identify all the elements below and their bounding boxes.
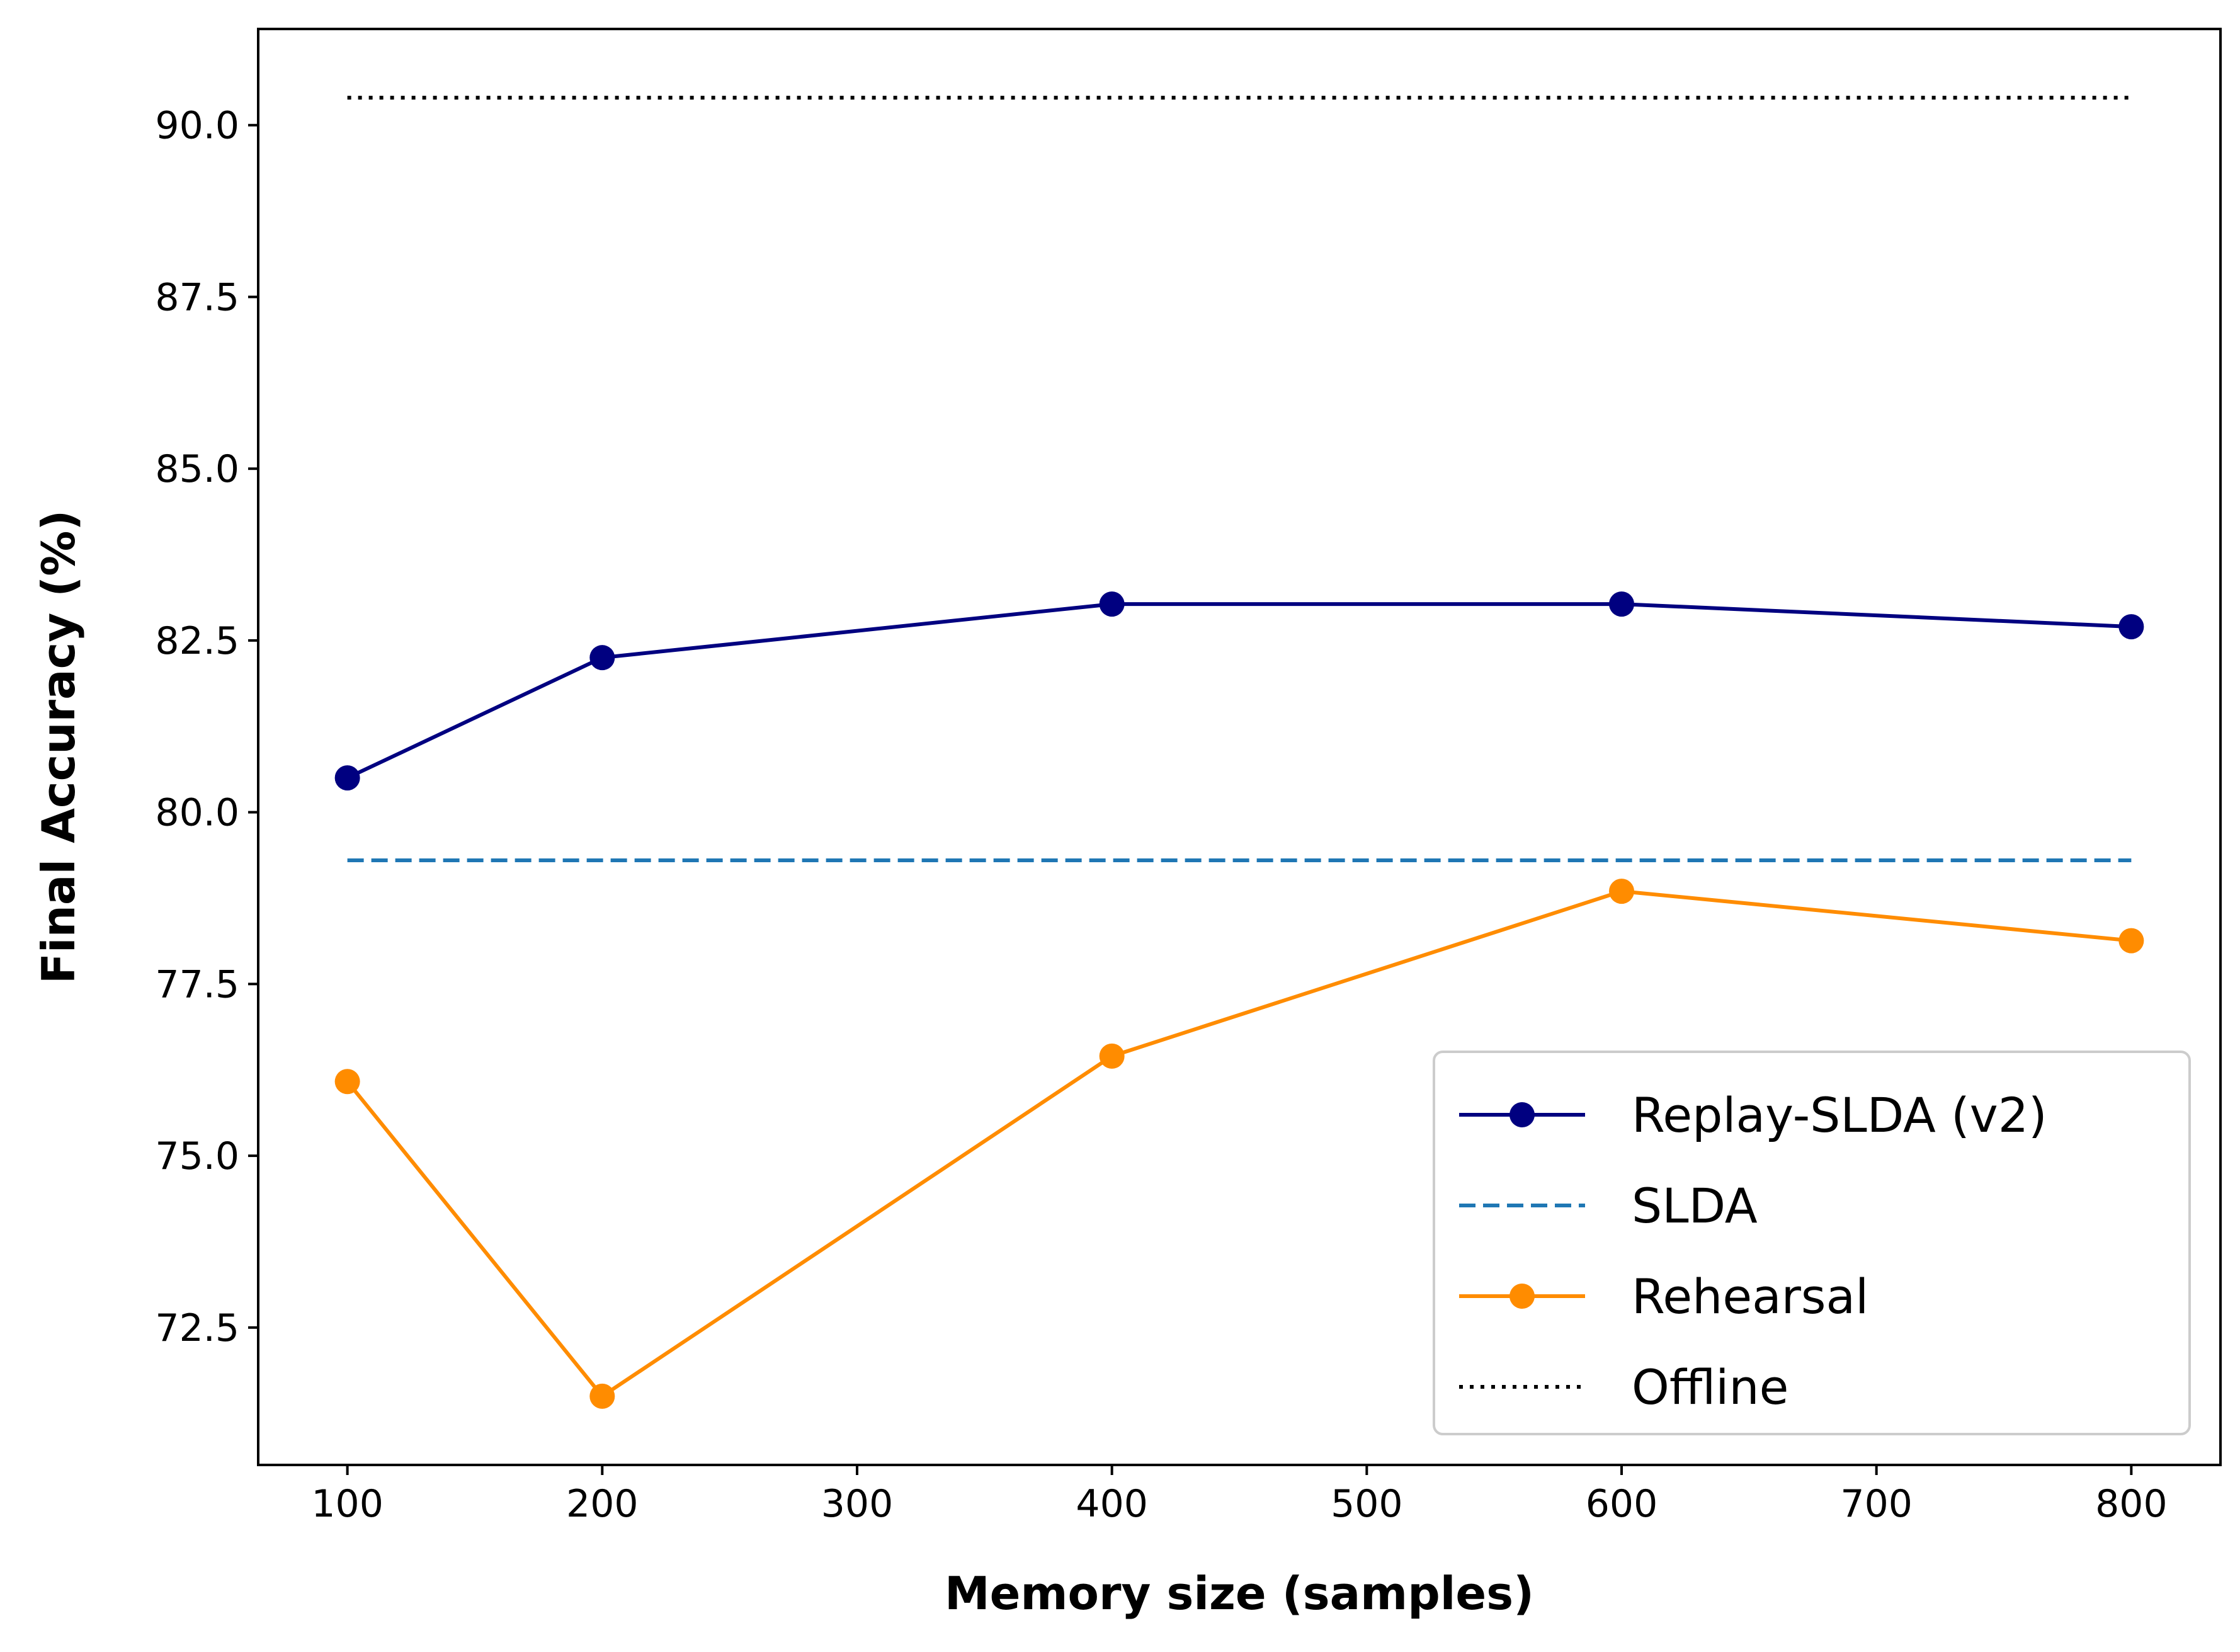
legend-marker-replay-slda-v2 (1509, 1102, 1535, 1127)
data-point-replay-slda-v2 (1609, 591, 1635, 617)
legend-label-rehearsal: Rehearsal (1632, 1268, 1868, 1324)
x-tick-label: 400 (1076, 1482, 1148, 1526)
x-tick-label: 100 (311, 1482, 384, 1526)
legend-frame (1433, 1051, 2191, 1435)
y-axis-title: Final Accuracy (%) (32, 510, 85, 984)
x-tick-label: 200 (566, 1482, 639, 1526)
data-point-rehearsal (2118, 928, 2144, 954)
y-tick-label: 85.0 (155, 447, 239, 491)
axes-frame (257, 28, 2222, 1466)
data-point-rehearsal (1609, 879, 1635, 904)
data-point-rehearsal (1099, 1043, 1125, 1069)
data-point-replay-slda-v2 (589, 645, 615, 671)
legend-label-offline: Offline (1632, 1359, 1788, 1415)
data-point-replay-slda-v2 (2118, 614, 2144, 640)
data-point-replay-slda-v2 (1099, 591, 1125, 617)
axes: 100 200 300 400 500 600 700 800 72.5 75.0 77.5 80.… (32, 28, 2222, 1620)
x-tick-label: 800 (2095, 1482, 2168, 1526)
data-point-rehearsal (589, 1383, 615, 1409)
x-tick-label: 500 (1331, 1482, 1403, 1526)
y-tick-label: 90.0 (155, 104, 239, 148)
x-axis: 100 200 300 400 500 600 700 800 (311, 1465, 2168, 1526)
y-axis: 72.5 75.0 77.5 80.0 82.5 85.0 87.5 90.0 (155, 104, 258, 1350)
y-tick-label: 72.5 (155, 1306, 239, 1350)
x-tick-label: 700 (1840, 1482, 1913, 1526)
y-tick-label: 75.0 (155, 1134, 239, 1178)
y-tick-label: 80.0 (155, 791, 239, 835)
plot-area (334, 96, 2144, 1409)
data-point-rehearsal (334, 1069, 360, 1095)
legend: Replay-SLDA (v2) SLDA Rehearsal Offline (1433, 1051, 2191, 1435)
legend-marker-rehearsal (1509, 1284, 1535, 1309)
legend-label-slda: SLDA (1632, 1178, 1758, 1234)
data-point-replay-slda-v2 (334, 765, 360, 791)
x-tick-label: 300 (821, 1482, 894, 1526)
y-tick-label: 87.5 (155, 275, 239, 319)
y-tick-label: 77.5 (155, 962, 239, 1006)
x-tick-label: 600 (1586, 1482, 1658, 1526)
y-tick-label: 82.5 (155, 619, 239, 663)
x-axis-title: Memory size (samples) (945, 1567, 1534, 1620)
legend-label-replay-slda-v2: Replay-SLDA (v2) (1632, 1087, 2047, 1143)
